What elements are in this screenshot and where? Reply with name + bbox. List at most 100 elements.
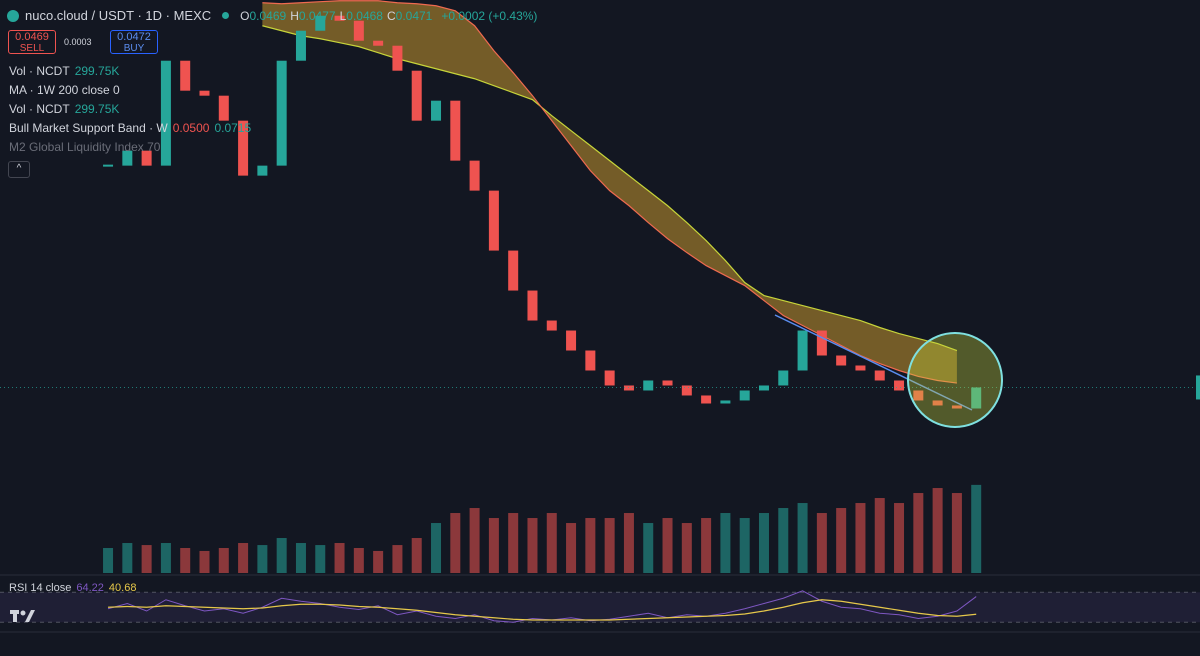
candle	[816, 330, 827, 356]
candle	[797, 330, 808, 371]
volume-bar	[566, 523, 577, 573]
volume-bar	[353, 548, 364, 573]
volume-bar	[218, 548, 229, 573]
buy-button[interactable]: 0.0472 BUY	[110, 30, 158, 54]
candle	[951, 405, 962, 409]
volume-bar	[701, 518, 712, 573]
rsi-ma-line	[108, 599, 977, 621]
sell-price: 0.0469	[15, 31, 49, 43]
candle	[623, 385, 634, 391]
rsi-zone	[0, 592, 1200, 623]
indicator-row[interactable]: M2 Global Liquidity Index 70	[9, 137, 251, 156]
candle	[276, 60, 287, 166]
candle	[604, 370, 615, 386]
indicator-value: 0.0500	[172, 120, 210, 135]
indicator-name: Bull Market Support Band · W	[9, 120, 168, 135]
symbol[interactable]: nuco.cloud / USDT · 1D · MEXC	[25, 8, 212, 23]
ohlc: O 0.0469 H 0.0477 L 0.0468 C 0.0471	[240, 6, 436, 25]
volume-bar	[816, 513, 827, 573]
indicator-row[interactable]: Bull Market Support Band · W 0.0500 0.0715	[9, 118, 251, 137]
candle	[739, 390, 750, 401]
volume-bar	[758, 513, 769, 573]
collapse-button[interactable]: ^	[8, 161, 30, 178]
volume-bar	[334, 543, 345, 573]
candle	[894, 380, 905, 391]
candle	[141, 150, 152, 166]
indicator-value: 0.0715	[214, 120, 252, 135]
candle	[874, 370, 885, 381]
volume-bar	[450, 513, 461, 573]
volume-bar	[295, 543, 306, 573]
change: +0.0002 (+0.43%)	[441, 8, 538, 23]
volume-bar	[508, 513, 519, 573]
candle	[778, 370, 789, 386]
ohlc-value: 0.0471	[395, 8, 433, 23]
highlight-circle	[907, 332, 1003, 428]
ohlc-value: 0.0477	[298, 8, 336, 23]
volume-bar	[180, 548, 191, 573]
volume-bar	[141, 545, 152, 573]
volume-bar	[874, 498, 885, 573]
indicator-row[interactable]: Vol · NCDT 299.75K	[9, 61, 251, 80]
volume-bar	[681, 523, 692, 573]
trend-line	[774, 314, 973, 411]
volume-bar	[604, 518, 615, 573]
sell-button[interactable]: 0.0469 SELL	[8, 30, 56, 54]
volume-bar	[431, 523, 442, 573]
volume-bar	[951, 493, 962, 573]
symbol-icon	[7, 9, 19, 22]
volume-bar	[276, 538, 287, 573]
band-line	[262, 25, 958, 352]
candle	[373, 40, 384, 46]
candle	[643, 380, 654, 391]
candle	[238, 120, 249, 176]
volume-bar	[836, 508, 847, 573]
candle	[546, 320, 557, 331]
candle	[180, 60, 191, 91]
indicator-value: 299.75K	[74, 101, 120, 116]
candle	[585, 350, 596, 371]
candle	[103, 164, 114, 167]
volume-bar	[739, 518, 750, 573]
indicator-row[interactable]: Vol · NCDT 299.75K	[9, 99, 251, 118]
candle	[662, 380, 673, 386]
status-dot	[222, 12, 230, 19]
volume-bar	[527, 518, 538, 573]
indicator-value: 299.75K	[74, 63, 120, 78]
candle	[566, 330, 577, 351]
ohlc-value: 0.0468	[346, 8, 383, 23]
volume-bar	[488, 518, 499, 573]
candle	[488, 190, 499, 251]
indicator-row[interactable]: MA · 1W 200 close 0	[9, 80, 251, 99]
logo	[10, 610, 35, 622]
indicator-name: MA · 1W 200 close 0	[9, 82, 120, 97]
volume-bar	[315, 545, 326, 573]
candle	[855, 365, 866, 371]
indicator-name: M2 Global Liquidity Index 70	[9, 139, 161, 154]
ohlc-key: H	[290, 8, 299, 23]
sell-label: SELL	[19, 43, 45, 54]
candle	[295, 30, 306, 61]
spread: 0.0003	[64, 37, 92, 47]
candle	[199, 90, 210, 96]
volume-bar	[913, 493, 924, 573]
volume-bar	[546, 513, 557, 573]
volume-bar	[623, 513, 634, 573]
candle	[257, 165, 268, 176]
candle	[431, 100, 442, 121]
volume-bar	[469, 508, 480, 573]
candle	[913, 390, 924, 401]
ohlc-key: L	[339, 8, 347, 23]
candle	[450, 100, 461, 161]
candle	[836, 355, 847, 366]
volume-bar	[103, 548, 114, 573]
candle	[334, 15, 345, 21]
indicator-name: Vol · NCDT	[9, 63, 70, 78]
volume-bar	[411, 538, 422, 573]
candle	[508, 250, 519, 291]
candle	[758, 385, 769, 391]
indicator-legend: Vol · NCDT 299.75K MA · 1W 200 close 0 Vol …	[9, 61, 251, 156]
volume-bar	[199, 550, 210, 573]
rsi-ma-value: 40.68	[108, 581, 137, 594]
